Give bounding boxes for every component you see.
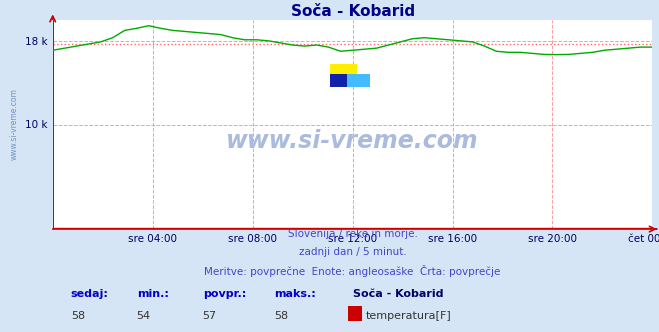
Text: min.:: min.: (136, 289, 169, 299)
Title: Soča - Kobarid: Soča - Kobarid (291, 4, 415, 19)
Text: 58: 58 (71, 311, 85, 321)
FancyBboxPatch shape (345, 74, 370, 87)
FancyBboxPatch shape (330, 64, 357, 78)
Text: Soča - Kobarid: Soča - Kobarid (353, 289, 443, 299)
Text: 58: 58 (275, 311, 289, 321)
Text: Meritve: povprečne  Enote: angleosaške  Črta: povprečje: Meritve: povprečne Enote: angleosaške Čr… (204, 265, 501, 277)
Text: sedaj:: sedaj: (71, 289, 109, 299)
Text: 54: 54 (136, 311, 151, 321)
Text: www.si-vreme.com: www.si-vreme.com (9, 89, 18, 160)
FancyBboxPatch shape (330, 74, 347, 87)
Text: 57: 57 (203, 311, 217, 321)
Text: temperatura[F]: temperatura[F] (366, 311, 451, 321)
FancyBboxPatch shape (349, 306, 362, 321)
Text: Slovenija / reke in morje.: Slovenija / reke in morje. (287, 229, 418, 239)
Text: maks.:: maks.: (275, 289, 316, 299)
Text: zadnji dan / 5 minut.: zadnji dan / 5 minut. (299, 247, 407, 257)
Text: www.si-vreme.com: www.si-vreme.com (226, 129, 479, 153)
FancyBboxPatch shape (349, 330, 362, 332)
Text: povpr.:: povpr.: (203, 289, 246, 299)
